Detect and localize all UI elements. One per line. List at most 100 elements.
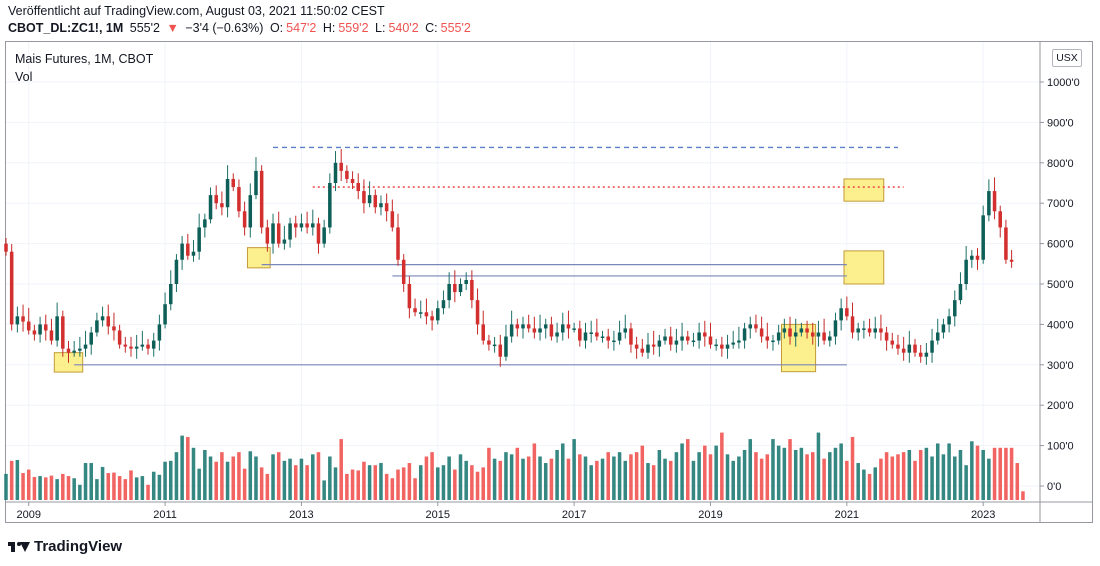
candle-body bbox=[100, 316, 105, 321]
volume-bar bbox=[288, 458, 292, 500]
volume-bar bbox=[714, 445, 718, 500]
volume-bar bbox=[180, 435, 184, 500]
candle-body bbox=[441, 300, 446, 309]
volume-bar bbox=[396, 469, 400, 500]
candle-body bbox=[407, 284, 412, 309]
candle-body bbox=[72, 350, 76, 353]
candle-body bbox=[26, 321, 31, 331]
tradingview-logo[interactable]: TradingView bbox=[8, 538, 122, 555]
volume-bar bbox=[15, 459, 20, 500]
highlight-box[interactable] bbox=[781, 323, 817, 373]
candle-body bbox=[242, 211, 247, 228]
candle-body bbox=[998, 211, 1002, 228]
volume-bar bbox=[958, 449, 963, 500]
candle-body bbox=[458, 284, 463, 293]
volume-bar bbox=[526, 456, 531, 500]
candle-body bbox=[61, 316, 65, 349]
candle-body bbox=[89, 332, 93, 345]
volume-bar bbox=[9, 460, 14, 500]
volume-bar bbox=[83, 463, 88, 500]
candle-body bbox=[953, 300, 957, 317]
candle-body bbox=[214, 195, 218, 204]
volume-bar bbox=[271, 454, 275, 500]
candle-body bbox=[805, 328, 809, 333]
candle-body bbox=[788, 328, 792, 337]
volume-bar bbox=[254, 456, 258, 500]
volume-bar bbox=[322, 480, 326, 500]
candle-body bbox=[816, 332, 821, 337]
candle-body bbox=[975, 255, 980, 260]
y-tick-label: 800'0 bbox=[1047, 158, 1074, 170]
volume-bar bbox=[430, 452, 434, 500]
x-tick-label: 2013 bbox=[289, 509, 313, 521]
candle-body bbox=[78, 348, 82, 351]
volume-bar bbox=[299, 458, 304, 500]
symbol-info-line: CBOT_DL:ZC1!, 1M 555'2 ▼ −3'4 (−0.63%) O… bbox=[8, 21, 474, 35]
volume-bar bbox=[515, 447, 520, 500]
x-tick-label: 2021 bbox=[835, 509, 859, 521]
candle-body bbox=[623, 328, 628, 333]
volume-bar bbox=[282, 460, 287, 500]
candle-body bbox=[134, 346, 139, 349]
volume-bar bbox=[901, 452, 906, 500]
candle-body bbox=[543, 324, 548, 329]
candle-body bbox=[634, 344, 639, 349]
candle-body bbox=[583, 332, 588, 341]
volume-bar bbox=[89, 463, 93, 500]
volume-bar bbox=[464, 460, 468, 500]
symbol-label[interactable]: CBOT_DL:ZC1!, 1M bbox=[8, 21, 124, 35]
volume-bar bbox=[100, 466, 105, 500]
low-value: 540'2 bbox=[388, 21, 419, 35]
candle-body bbox=[396, 227, 400, 260]
candle-body bbox=[322, 227, 326, 244]
candle-body bbox=[117, 330, 122, 345]
volume-bar bbox=[112, 472, 116, 500]
candle-body bbox=[1004, 227, 1008, 260]
candle-body bbox=[521, 324, 525, 329]
volume-bar bbox=[1009, 447, 1014, 500]
volume-bar bbox=[413, 478, 417, 500]
candle-body bbox=[49, 330, 54, 341]
volume-bar bbox=[26, 469, 31, 500]
candle-body bbox=[697, 332, 701, 341]
legend-title[interactable]: Mais Futures, 1M, CBOT bbox=[15, 52, 154, 66]
volume-bar bbox=[685, 439, 690, 500]
volume-bar bbox=[725, 454, 730, 500]
candle-body bbox=[140, 344, 145, 347]
volume-bar bbox=[623, 460, 628, 500]
volume-bar bbox=[61, 473, 65, 500]
candle-body bbox=[714, 344, 718, 347]
candle-body bbox=[884, 332, 889, 341]
volume-bar bbox=[845, 460, 849, 500]
candle-body bbox=[197, 227, 201, 252]
candle-body bbox=[129, 346, 133, 349]
candle-body bbox=[720, 344, 724, 349]
volume-bar bbox=[640, 445, 645, 500]
highlight-box[interactable] bbox=[246, 247, 271, 269]
candle-body bbox=[839, 308, 843, 321]
volume-bar bbox=[583, 456, 588, 500]
volume-bar bbox=[163, 461, 167, 500]
volume-bar bbox=[680, 443, 684, 500]
volume-bar bbox=[453, 469, 457, 500]
volume-bar bbox=[362, 461, 366, 500]
currency-unit-button[interactable]: USX bbox=[1052, 49, 1082, 67]
candle-body bbox=[66, 348, 71, 353]
candle-body bbox=[793, 332, 798, 337]
highlight-box[interactable] bbox=[843, 178, 885, 202]
candle-body bbox=[901, 348, 906, 353]
volume-bar bbox=[384, 473, 389, 500]
candle-body bbox=[373, 195, 378, 208]
highlight-box[interactable] bbox=[843, 250, 885, 285]
volume-bar bbox=[697, 452, 701, 500]
high-value: 559'2 bbox=[338, 21, 369, 35]
volume-bar bbox=[49, 475, 54, 500]
volume-bar bbox=[208, 456, 213, 500]
candle-body bbox=[833, 320, 838, 337]
volume-bar bbox=[32, 476, 37, 500]
legend-volume[interactable]: Vol bbox=[15, 70, 33, 84]
volume-bar bbox=[333, 467, 338, 500]
candle-body bbox=[15, 316, 20, 325]
volume-bar bbox=[521, 458, 525, 500]
